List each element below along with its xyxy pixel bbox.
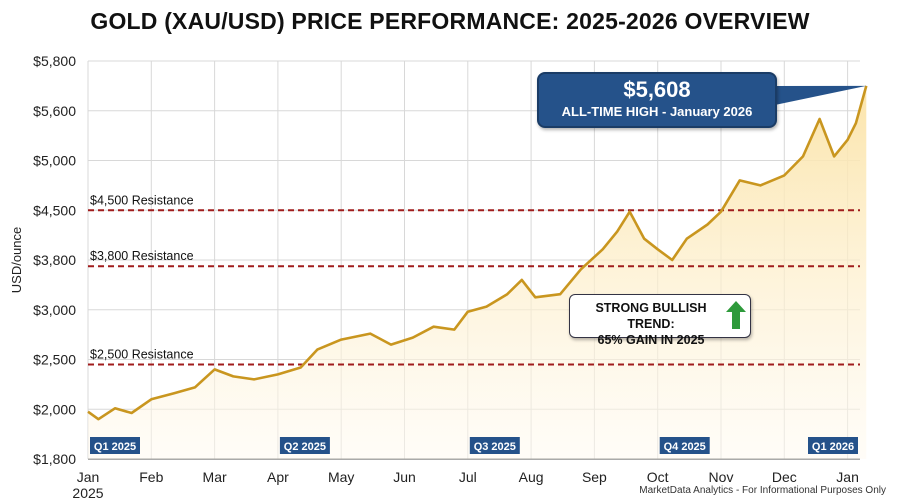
quarter-badge bbox=[469, 437, 520, 454]
resistance-label: $4,500 Resistance bbox=[90, 193, 194, 207]
up-arrow-icon bbox=[726, 301, 746, 329]
x-tick-label: Sep bbox=[582, 469, 607, 485]
x-tick-label: Mar bbox=[203, 469, 227, 485]
price-line bbox=[87, 85, 868, 421]
y-tick-label: $4,500 bbox=[33, 202, 76, 218]
resistance-label: $2,500 Resistance bbox=[90, 347, 194, 361]
quarter-label: Q1 2026 bbox=[812, 441, 854, 453]
x-tick-label: Apr bbox=[267, 469, 289, 485]
quarter-label: Q3 2025 bbox=[474, 441, 516, 453]
resistance-label: $3,800 Resistance bbox=[90, 249, 194, 263]
footer-note: MarketData Analytics - For Informational… bbox=[639, 485, 886, 496]
x-tick-label: Feb bbox=[139, 469, 163, 485]
quarter-label: Q1 2025 bbox=[94, 441, 136, 453]
trend-text-1: STRONG BULLISH TREND: bbox=[595, 301, 707, 331]
x-tick-label: Jan bbox=[77, 469, 100, 485]
y-tick-label: $5,600 bbox=[33, 103, 76, 119]
x-tick-label: Jan bbox=[836, 469, 859, 485]
y-tick-label: $5,000 bbox=[33, 153, 76, 169]
quarter-badge bbox=[90, 437, 140, 454]
x-year-label: 2025 bbox=[72, 485, 103, 501]
y-tick-label: $5,800 bbox=[33, 53, 76, 69]
price-area bbox=[88, 85, 867, 460]
chart-title: GOLD (XAU/USD) PRICE PERFORMANCE: 2025-2… bbox=[90, 8, 810, 34]
quarter-label: Q4 2025 bbox=[664, 441, 706, 453]
x-tick-label: May bbox=[328, 469, 354, 485]
x-tick-label: Dec bbox=[772, 469, 797, 485]
y-tick-label: $1,800 bbox=[33, 451, 76, 467]
trend-text-2: 65% GAIN IN 2025 bbox=[597, 333, 705, 347]
x-tick-label: Jun bbox=[393, 469, 416, 485]
quarter-badge bbox=[279, 437, 330, 454]
callout-pointer bbox=[770, 85, 867, 106]
y-tick-label: $3,000 bbox=[33, 302, 76, 318]
x-tick-label: Oct bbox=[647, 469, 669, 485]
high-label: ALL-TIME HIGH - January 2026 bbox=[561, 104, 753, 119]
y-tick-label: $3,800 bbox=[33, 252, 76, 268]
bullish-trend-box: STRONG BULLISH TREND: 65% GAIN IN 2025 bbox=[569, 294, 751, 347]
x-tick-label: Jul bbox=[459, 469, 477, 485]
all-time-high-callout: $5,608 ALL-TIME HIGH - January 2026 bbox=[537, 72, 777, 128]
x-tick-label: Nov bbox=[709, 469, 734, 485]
quarter-badge bbox=[808, 437, 858, 454]
quarter-label: Q2 2025 bbox=[284, 441, 326, 453]
quarter-badge bbox=[659, 437, 710, 454]
high-value: $5,608 bbox=[623, 77, 691, 102]
y-axis-label: USD/ounce bbox=[9, 227, 24, 293]
y-tick-label: $2,500 bbox=[33, 352, 76, 368]
y-tick-label: $2,000 bbox=[33, 401, 76, 417]
x-tick-label: Aug bbox=[519, 469, 544, 485]
